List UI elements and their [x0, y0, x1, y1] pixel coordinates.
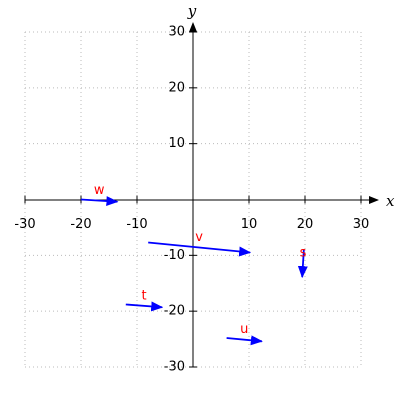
x-tick-label: 20 [297, 217, 314, 232]
vector-arrow [297, 249, 308, 279]
vector-arrow [148, 241, 252, 257]
vector-label: w [94, 183, 105, 198]
x-tick-label: -20 [70, 217, 91, 232]
vector-arrow [226, 335, 263, 346]
x-tick-label: -30 [14, 217, 35, 232]
x-tick-label: -10 [126, 217, 147, 232]
vector-arrow [125, 301, 164, 312]
vector-label: s [300, 246, 307, 261]
vector-label: v [195, 230, 203, 245]
vector-label: u [240, 322, 248, 337]
y-tick-label: 30 [168, 25, 185, 40]
y-tick-label: -20 [164, 304, 185, 319]
x-tick-label: 10 [241, 217, 258, 232]
x-axis-label: x [386, 192, 395, 210]
y-tick-label: -10 [164, 248, 185, 263]
x-tick-label: 30 [353, 217, 370, 232]
vector-label: t [141, 288, 146, 303]
y-tick-label: 10 [168, 136, 185, 151]
y-tick-label: -30 [164, 360, 185, 375]
vector-arrow [80, 196, 119, 207]
y-tick-label: 20 [168, 80, 185, 95]
y-axis-label: y [187, 2, 197, 20]
